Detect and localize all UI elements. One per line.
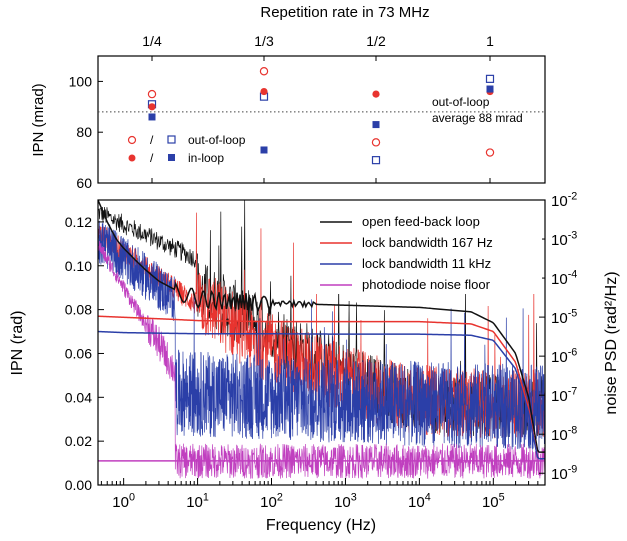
bottom-y2-tick-label-3: 10-6	[551, 346, 577, 366]
legend-background	[308, 204, 542, 294]
top-chart-title: Repetition rate in 73 MHz	[260, 4, 429, 21]
point-filled-circle-2	[372, 90, 380, 98]
bottom-x-tick-label-5: 105	[482, 491, 505, 511]
bottom-x-axis-label: Frequency (Hz)	[266, 517, 376, 534]
bottom-y2-tick-label-2: 10-7	[551, 385, 577, 405]
top-x-tick-label-0: 1/4	[142, 33, 162, 49]
legend-label-open-loop: open feed-back loop	[362, 214, 480, 229]
bottom-x-tick-label-3: 103	[334, 491, 357, 511]
point-open-circle-2	[371, 138, 381, 147]
bottom-y2-axis-label: noise PSD (rad²/Hz)	[603, 271, 620, 414]
annotation-line-1: out-of-loop	[432, 95, 490, 109]
top-x-tick-labels: 1/4 1/3 1/2 1	[142, 33, 494, 183]
point-filled-square-2	[372, 121, 380, 129]
bottom-y2-tick-label-5: 10-4	[551, 268, 577, 288]
legend-label-photodiode: photodiode noise floor	[362, 277, 491, 292]
legend-filled-square	[168, 154, 175, 161]
bottom-y-tick-label-2: 0.04	[65, 389, 92, 405]
legend-open-circle	[127, 135, 137, 145]
top-legend: / out-of-loop / in-loop	[127, 133, 246, 165]
bottom-y-tick-label-1: 0.02	[65, 433, 92, 449]
bottom-x-tick-label-2: 102	[260, 491, 283, 511]
top-y-axis-label: IPN (mrad)	[30, 83, 47, 156]
top-y-tick-label-0: 60	[76, 175, 92, 191]
top-x-tick-label-2: 1/2	[366, 33, 386, 49]
bottom-x-tick-label-1: 101	[186, 491, 209, 511]
top-x-tick-label-1: 1/3	[254, 33, 274, 49]
bottom-y2-tick-label-4: 10-5	[551, 307, 577, 327]
top-y-ticks: 60 80 100	[69, 73, 103, 191]
legend-separator-2: /	[150, 151, 154, 165]
bottom-x-tick-label-0: 100	[112, 491, 135, 511]
top-data-points	[147, 67, 495, 165]
bottom-y-tick-label-0: 0.00	[65, 477, 92, 493]
legend-separator-1: /	[150, 133, 154, 147]
legend-filled-circle	[128, 154, 136, 162]
ipn-curve-2	[98, 330, 545, 460]
bottom-y-tick-label-5: 0.10	[65, 258, 92, 274]
point-open-circle-1	[259, 67, 269, 76]
top-plot-frame	[97, 55, 546, 184]
bottom-y2-ticks: 10-9 10-8 10-7 10-6 10-5 10-4 10-3 10-2	[539, 190, 577, 483]
legend-in-loop: in-loop	[188, 151, 224, 165]
top-y-tick-label-2: 100	[69, 73, 93, 89]
bottom-y2-tick-label-0: 10-9	[551, 463, 577, 483]
point-filled-square-1	[260, 146, 268, 154]
bottom-x-tick-label-4: 104	[408, 491, 431, 511]
top-x-tick-label-3: 1	[486, 33, 494, 49]
top-y-tick-label-1: 80	[76, 124, 92, 140]
bottom-series-lines	[98, 200, 545, 479]
bottom-y-ticks: 0.00 0.02 0.04 0.06 0.08 0.10 0.12	[65, 214, 104, 493]
bottom-y2-tick-label-1: 10-8	[551, 424, 577, 444]
point-open-circle-3	[485, 148, 495, 157]
point-filled-square-3	[486, 85, 494, 93]
point-open-square-3	[485, 74, 495, 83]
legend-label-11khz: lock bandwidth 11 kHz	[362, 256, 491, 271]
ipn-curve-1	[98, 315, 545, 460]
bottom-y-tick-label-3: 0.06	[65, 345, 92, 361]
psd-11khz	[98, 220, 545, 451]
ipn-curve-0	[98, 200, 545, 453]
bottom-y-tick-label-6: 0.12	[65, 214, 92, 230]
legend-open-square	[167, 135, 176, 144]
annotation-line-2: average 88 mrad	[432, 111, 523, 125]
point-filled-square-0	[148, 113, 156, 121]
point-open-square-2	[371, 156, 381, 165]
bottom-y2-tick-label-7: 10-2	[551, 190, 577, 210]
bottom-legend: open feed-back loop lock bandwidth 167 H…	[308, 204, 542, 294]
point-open-circle-0	[147, 89, 157, 99]
point-filled-circle-0	[148, 103, 156, 111]
legend-label-167hz: lock bandwidth 167 Hz	[362, 235, 493, 250]
bottom-x-ticks: 100 101 102 103 104 105	[100, 478, 546, 511]
legend-out-of-loop: out-of-loop	[188, 133, 246, 147]
bottom-y-axis-label: IPN (rad)	[9, 311, 26, 376]
bottom-plot-frame	[97, 199, 546, 486]
bottom-y-tick-label-4: 0.08	[65, 302, 92, 318]
bottom-y2-tick-label-6: 10-3	[551, 229, 577, 249]
point-filled-circle-1	[260, 87, 268, 96]
